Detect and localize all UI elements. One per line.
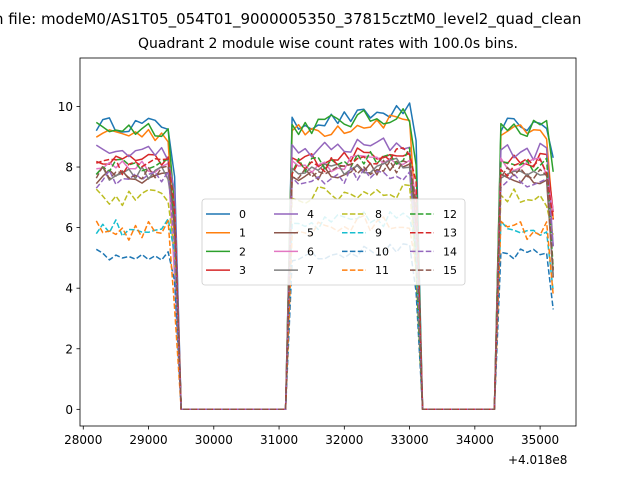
plot-frame [79, 57, 577, 427]
legend-label-15: 15 [443, 264, 457, 277]
x-tick-label: 33000 [390, 433, 428, 447]
y-tick-label: 8 [65, 161, 73, 175]
x-tick-label: 30000 [195, 433, 233, 447]
x-tick-label: 28000 [64, 433, 102, 447]
legend-label-13: 13 [443, 227, 457, 240]
x-tick-label: 32000 [325, 433, 363, 447]
x-tick-label: 35000 [521, 433, 559, 447]
legend-box [201, 198, 466, 286]
legend-label-8: 8 [375, 208, 382, 221]
y-tick-label: 6 [65, 221, 73, 235]
legend-label-5: 5 [307, 227, 314, 240]
x-tick-label: 34000 [456, 433, 494, 447]
series-line-10 [95, 243, 554, 411]
legend-label-9: 9 [375, 227, 382, 240]
y-tick-label: 4 [65, 282, 73, 296]
y-tick-label: 2 [65, 342, 73, 356]
series-line-15 [95, 160, 554, 411]
series-line-8 [95, 183, 554, 411]
x-tick-label: 29000 [129, 433, 167, 447]
legend-label-4: 4 [307, 208, 314, 221]
legend-label-11: 11 [375, 264, 389, 277]
legend-label-3: 3 [239, 264, 246, 277]
series-line-13 [96, 147, 554, 411]
x-axis-offset-label: +4.018e8 [508, 453, 568, 467]
x-tick-label: 31000 [260, 433, 298, 447]
y-tick-label: 0 [65, 403, 73, 417]
legend-label-2: 2 [239, 245, 246, 258]
figure-suptitle: n file: modeM0/AS1T05_054T01_9000005350_… [0, 10, 582, 28]
chart-title: Quadrant 2 module wise count rates with … [138, 36, 518, 52]
legend-label-14: 14 [443, 245, 457, 258]
legend-label-1: 1 [239, 227, 246, 240]
legend-label-6: 6 [307, 245, 314, 258]
y-tick-label: 10 [58, 100, 73, 114]
legend-label-12: 12 [443, 208, 457, 221]
legend-label-7: 7 [307, 264, 314, 277]
legend-label-10: 10 [375, 245, 389, 258]
legend-label-0: 0 [239, 208, 246, 221]
